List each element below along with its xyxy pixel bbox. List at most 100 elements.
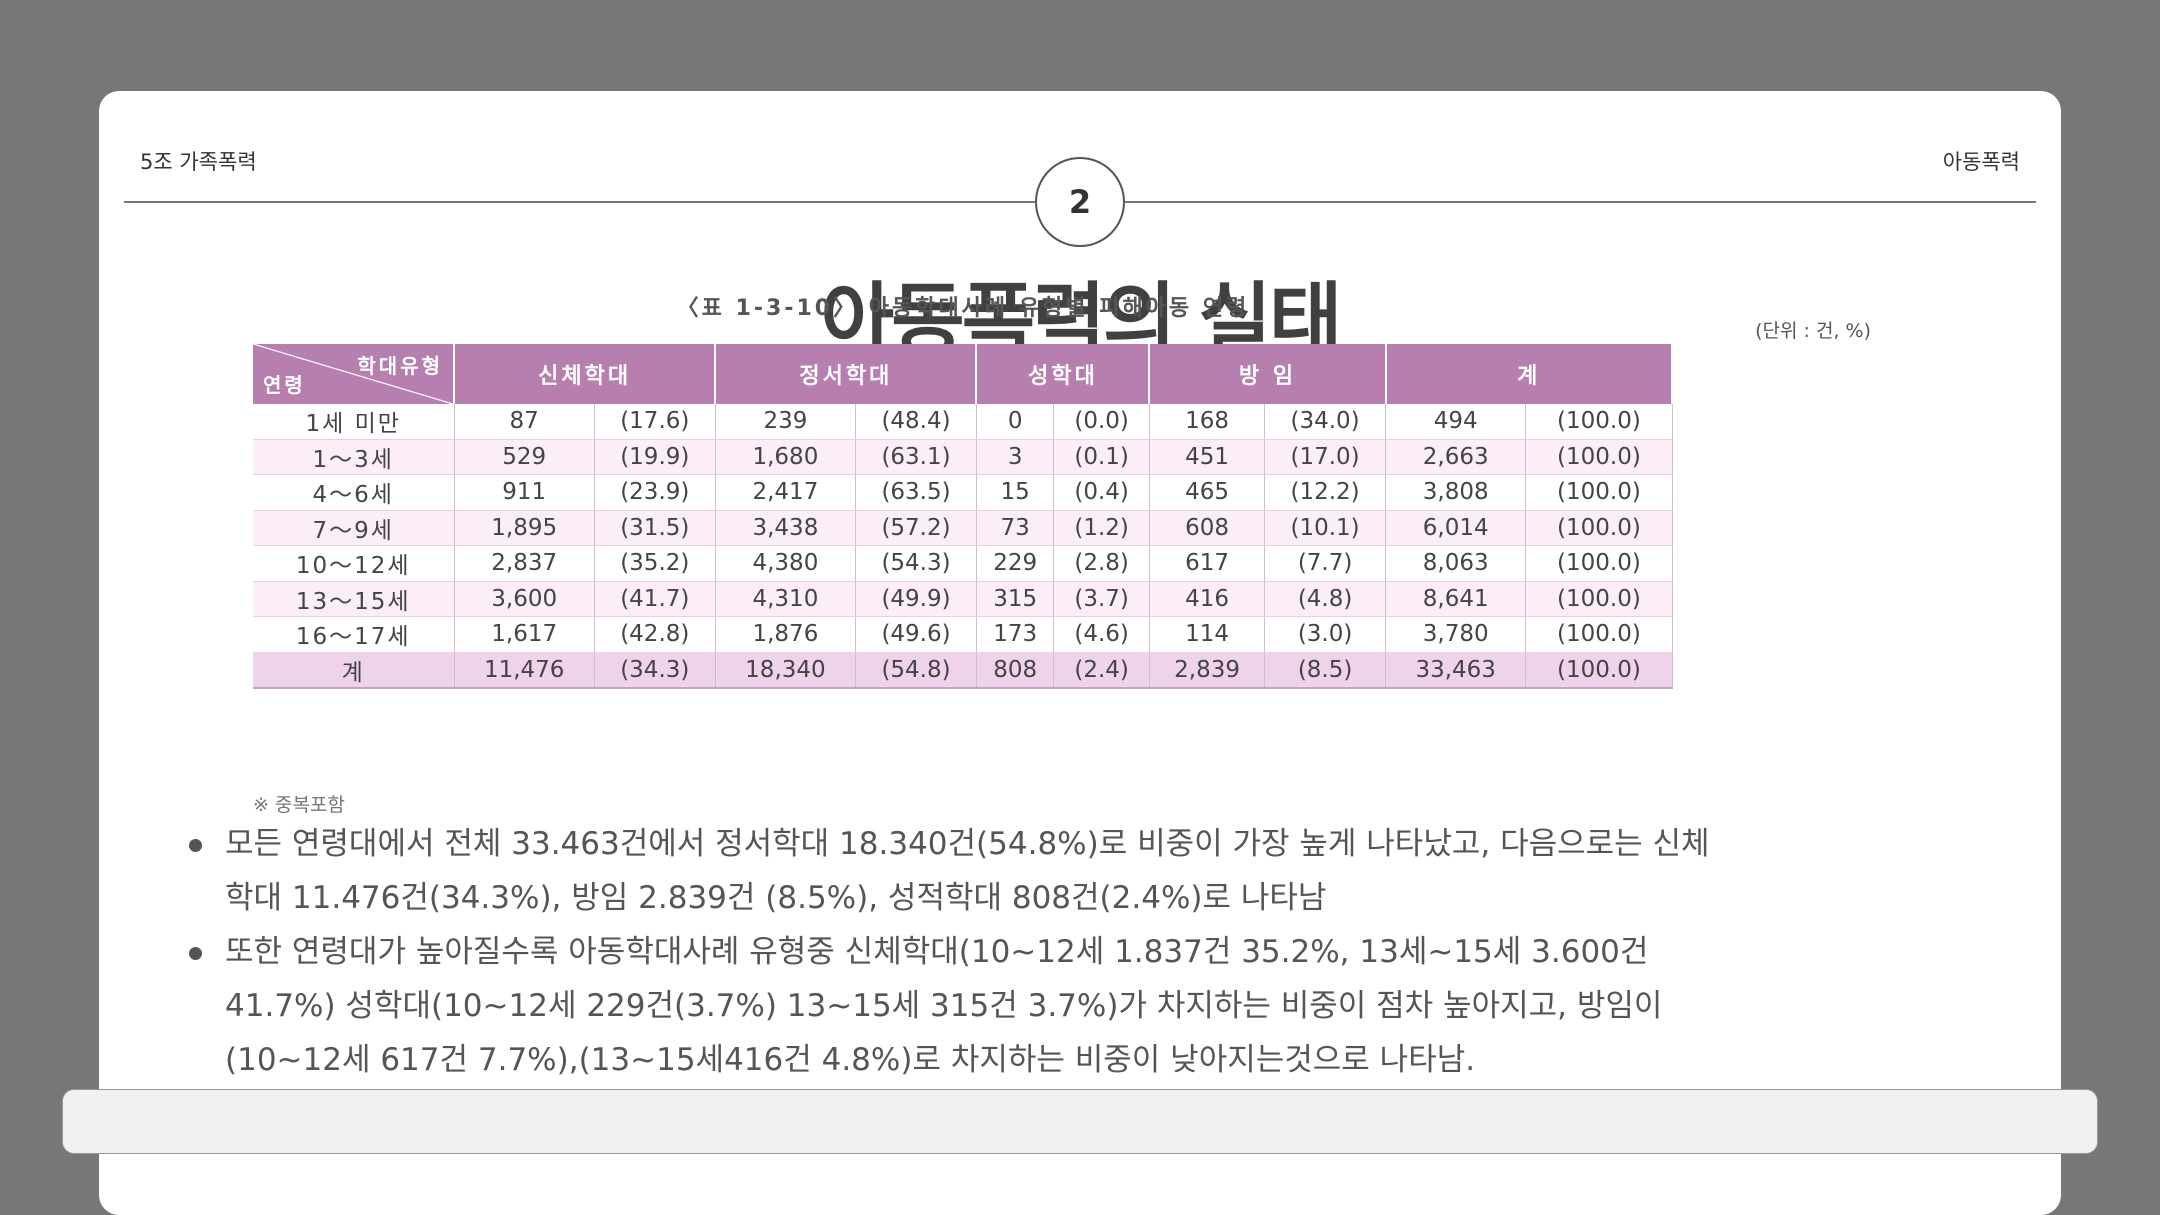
count-cell: 3,808	[1385, 474, 1527, 511]
percent-cell: (17.6)	[594, 404, 716, 440]
percent-cell: (17.0)	[1264, 439, 1387, 475]
column-header: 신체학대	[454, 344, 717, 404]
percent-cell: (31.5)	[594, 510, 716, 546]
percent-cell: (1.2)	[1053, 510, 1150, 546]
percent-cell: (3.0)	[1264, 616, 1387, 653]
percent-cell: (34.0)	[1264, 404, 1387, 440]
percent-cell: (34.3)	[594, 652, 716, 689]
corner-label-type: 학대유형	[357, 354, 443, 378]
count-cell: 911	[454, 474, 595, 511]
percent-cell: (42.8)	[594, 616, 716, 653]
percent-cell: (3.7)	[1053, 581, 1150, 617]
percent-cell: (100.0)	[1525, 545, 1673, 582]
percent-cell: (4.6)	[1053, 616, 1150, 653]
bullet-item: 또한 연령대가 높아질수록 아동학대사례 유형중 신체학대(10~12세 1.8…	[189, 925, 1729, 1087]
abuse-age-table: 학대유형 연령 신체학대 정서학대 성학대 방 임 계 1세 미만 87 (17.6…	[253, 344, 1674, 689]
count-cell: 608	[1149, 510, 1266, 546]
count-cell: 1,617	[454, 616, 595, 653]
count-cell: 4,310	[715, 581, 857, 617]
column-header: 정서학대	[715, 344, 978, 404]
percent-cell: (100.0)	[1525, 404, 1673, 440]
count-cell: 11,476	[454, 652, 595, 689]
count-cell: 173	[976, 616, 1055, 653]
table-unit: (단위 : 건, %)	[1755, 320, 1871, 342]
percent-cell: (12.2)	[1264, 474, 1387, 511]
column-header: 성학대	[976, 344, 1151, 404]
count-cell: 3,438	[715, 510, 857, 546]
bullet-list: 모든 연령대에서 전체 33.463건에서 정서학대 18.340건(54.8%…	[189, 817, 1729, 1087]
table-row: 7～9세 1,895 (31.5) 3,438 (57.2) 73 (1.2) 608 (10.…	[253, 510, 1673, 546]
table-row: 10～12세 2,837 (35.2) 4,380 (54.3) 229 (2.8) 617(…	[253, 545, 1673, 582]
percent-cell: (100.0)	[1525, 474, 1673, 511]
column-header: 계	[1385, 344, 1674, 404]
count-cell: 1,895	[454, 510, 595, 546]
table-row: 4～6세 911 (23.9) 2,417 (63.5) 15 (0.4) 465 (12.2)…	[253, 474, 1673, 511]
percent-cell: (49.6)	[855, 616, 977, 653]
count-cell: 239	[715, 404, 857, 440]
count-cell: 114	[1149, 616, 1266, 653]
percent-cell: (100.0)	[1525, 439, 1673, 475]
age-cell: 계	[253, 652, 455, 689]
page-number-badge: 2	[1035, 157, 1125, 247]
count-cell: 315	[976, 581, 1055, 617]
count-cell: 168	[1149, 404, 1266, 440]
percent-cell: (0.1)	[1053, 439, 1150, 475]
table-row: 1세 미만 87 (17.6) 239 (48.4) 0 (0.0) 168 (34.0) 494…	[253, 404, 1673, 440]
percent-cell: (100.0)	[1525, 652, 1673, 689]
percent-cell: (7.7)	[1264, 545, 1387, 582]
count-cell: 2,663	[1385, 439, 1527, 475]
percent-cell: (23.9)	[594, 474, 716, 511]
count-cell: 2,839	[1149, 652, 1266, 689]
count-cell: 0	[976, 404, 1055, 440]
table-row: 16～17세 1,617 (42.8) 1,876 (49.6) 173 (4.6) 114(…	[253, 616, 1673, 653]
percent-cell: (63.1)	[855, 439, 977, 475]
count-cell: 1,680	[715, 439, 857, 475]
percent-cell: (48.4)	[855, 404, 977, 440]
count-cell: 2,417	[715, 474, 857, 511]
age-cell: 10～12세	[253, 545, 455, 582]
page-number: 2	[1068, 183, 1092, 221]
table-row: 13～15세 3,600 (41.7) 4,310 (49.9) 315 (3.7) 416(…	[253, 581, 1673, 617]
count-cell: 808	[976, 652, 1055, 689]
table-row: 1～3세 529 (19.9) 1,680 (63.1) 3 (0.1) 451 (17.0) 2…	[253, 439, 1673, 475]
percent-cell: (49.9)	[855, 581, 977, 617]
age-cell: 4～6세	[253, 474, 455, 511]
count-cell: 87	[454, 404, 595, 440]
count-cell: 451	[1149, 439, 1266, 475]
count-cell: 1,876	[715, 616, 857, 653]
percent-cell: (19.9)	[594, 439, 716, 475]
count-cell: 6,014	[1385, 510, 1527, 546]
count-cell: 2,837	[454, 545, 595, 582]
bottom-bar	[62, 1089, 2098, 1154]
percent-cell: (100.0)	[1525, 510, 1673, 546]
count-cell: 3	[976, 439, 1055, 475]
percent-cell: (100.0)	[1525, 581, 1673, 617]
percent-cell: (2.4)	[1053, 652, 1150, 689]
percent-cell: (63.5)	[855, 474, 977, 511]
percent-cell: (4.8)	[1264, 581, 1387, 617]
age-cell: 1～3세	[253, 439, 455, 475]
count-cell: 529	[454, 439, 595, 475]
count-cell: 3,780	[1385, 616, 1527, 653]
percent-cell: (0.0)	[1053, 404, 1150, 440]
table-note: ※ 중복포함	[253, 794, 345, 816]
table-caption: 〈표 1-3-10〉 아동학대사례 유형별 피해아동 연령	[676, 296, 1250, 321]
count-cell: 4,380	[715, 545, 857, 582]
age-cell: 1세 미만	[253, 404, 455, 440]
table-header-row: 학대유형 연령 신체학대 정서학대 성학대 방 임 계	[253, 344, 1674, 404]
table-body: 1세 미만 87 (17.6) 239 (48.4) 0 (0.0) 168 (34.0) 494…	[253, 404, 1673, 689]
percent-cell: (54.3)	[855, 545, 977, 582]
count-cell: 229	[976, 545, 1055, 582]
count-cell: 494	[1385, 404, 1527, 440]
header-right-label: 아동폭력	[1942, 150, 2020, 174]
percent-cell: (2.8)	[1053, 545, 1150, 582]
percent-cell: (35.2)	[594, 545, 716, 582]
age-cell: 7～9세	[253, 510, 455, 546]
corner-label-age: 연령	[263, 373, 306, 397]
percent-cell: (10.1)	[1264, 510, 1387, 546]
percent-cell: (100.0)	[1525, 616, 1673, 653]
table-corner-cell: 학대유형 연령	[253, 344, 455, 404]
percent-cell: (0.4)	[1053, 474, 1150, 511]
percent-cell: (8.5)	[1264, 652, 1387, 689]
count-cell: 416	[1149, 581, 1266, 617]
